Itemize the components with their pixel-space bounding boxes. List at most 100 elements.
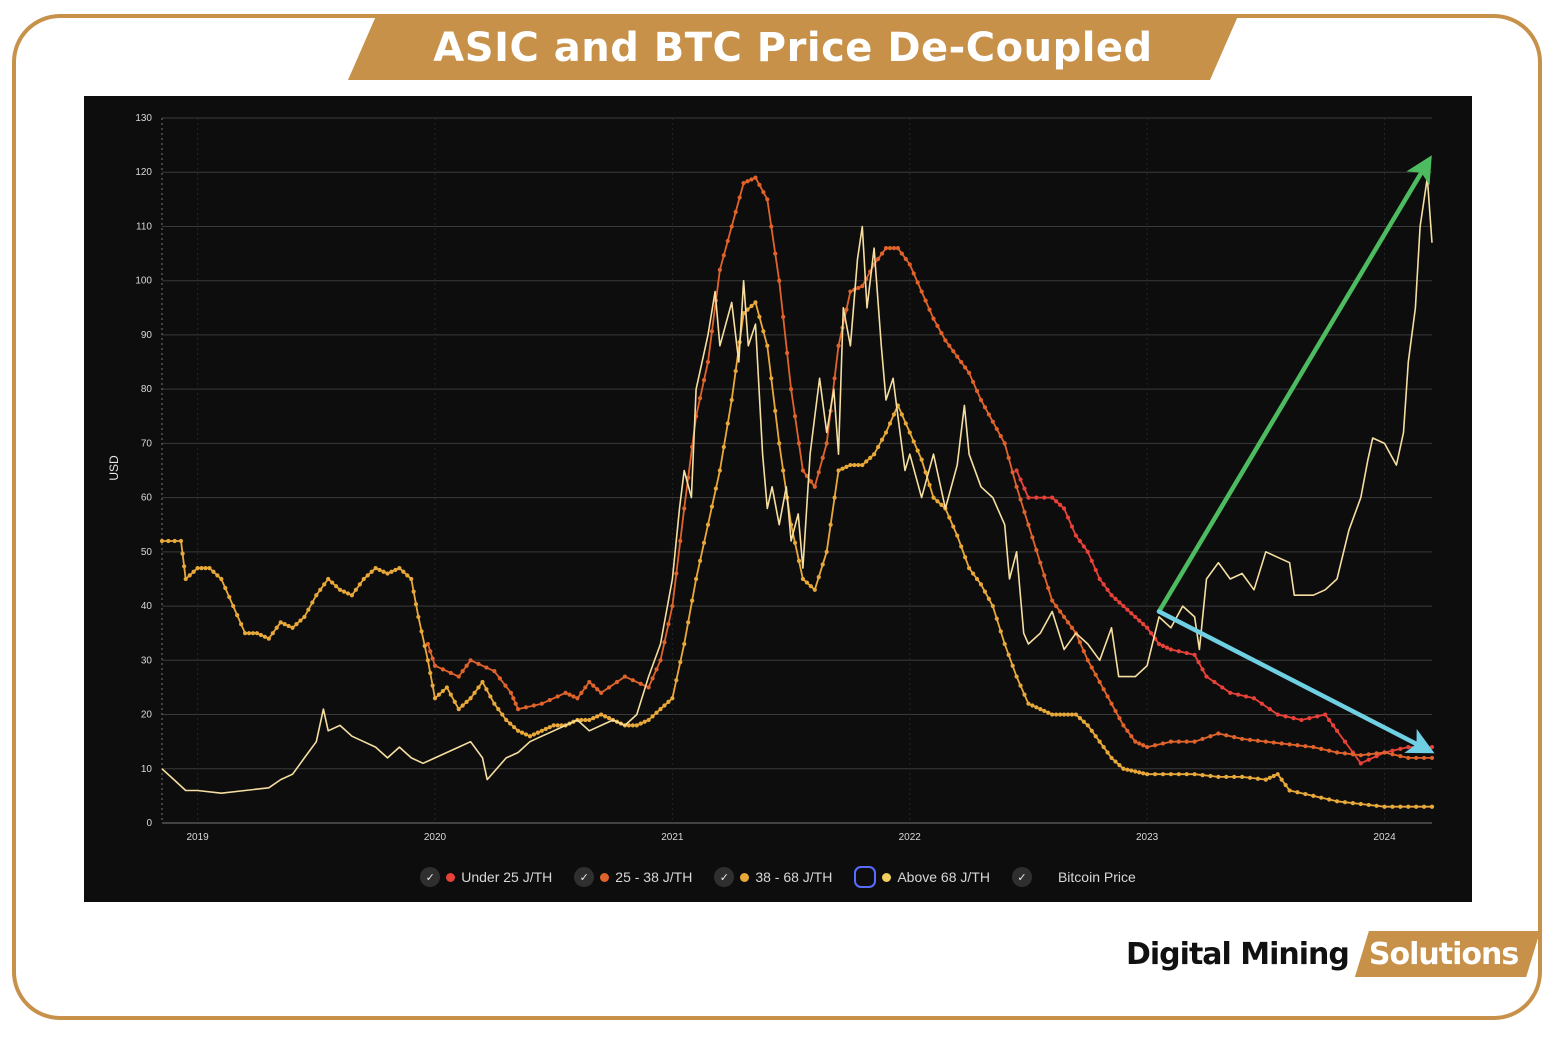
series-point-1 xyxy=(555,694,560,699)
series-point-2 xyxy=(298,618,303,623)
x-tick-label: 2020 xyxy=(424,832,447,843)
series-point-0 xyxy=(1176,649,1181,654)
series-point-2 xyxy=(1390,804,1395,809)
series-point-2 xyxy=(422,643,427,648)
series-point-2 xyxy=(773,408,778,413)
series-point-2 xyxy=(606,716,612,721)
series-point-1 xyxy=(511,696,516,701)
series-point-2 xyxy=(1105,750,1110,755)
check-icon[interactable]: ✓ xyxy=(1011,867,1032,887)
series-point-0 xyxy=(1061,506,1067,511)
series-point-2 xyxy=(697,558,703,563)
series-point-1 xyxy=(1113,708,1118,714)
legend-item-38-68[interactable]: ✓ 38 - 68 J/TH xyxy=(714,866,832,888)
series-point-2 xyxy=(856,462,861,468)
series-point-0 xyxy=(1097,576,1102,582)
series-point-2 xyxy=(381,569,386,574)
series-point-2 xyxy=(828,522,833,527)
series-point-2 xyxy=(512,725,517,730)
series-point-1 xyxy=(1216,731,1221,736)
series-point-1 xyxy=(982,405,988,410)
series-point-2 xyxy=(1117,763,1122,768)
series-point-2 xyxy=(369,569,374,574)
unchecked-box-icon[interactable] xyxy=(854,866,877,888)
series-point-2 xyxy=(753,300,758,305)
check-icon[interactable]: ✓ xyxy=(420,867,441,887)
series-point-2 xyxy=(1034,705,1039,710)
series-point-2 xyxy=(377,567,382,573)
legend-item-under-25[interactable]: ✓ Under 25 J/TH xyxy=(420,866,552,888)
series-point-1 xyxy=(796,441,802,446)
series-point-1 xyxy=(468,658,473,663)
series-point-2 xyxy=(1342,800,1348,805)
series-point-0 xyxy=(1050,495,1055,500)
series-point-2 xyxy=(1398,804,1403,809)
series-point-0 xyxy=(1243,694,1249,699)
series-point-2 xyxy=(365,573,370,578)
series-point-2 xyxy=(725,421,730,426)
legend-item-25-38[interactable]: ✓ 25 - 38 J/TH xyxy=(574,866,692,888)
y-tick-label: 0 xyxy=(146,818,152,829)
series-point-1 xyxy=(1109,701,1114,706)
series-point-2 xyxy=(1038,707,1043,712)
series-point-2 xyxy=(333,584,339,589)
series-point-2 xyxy=(1030,703,1035,708)
series-point-1 xyxy=(1101,687,1106,692)
series-point-1 xyxy=(646,685,651,690)
series-point-2 xyxy=(1022,692,1027,697)
series-point-2 xyxy=(1263,777,1268,782)
series-point-2 xyxy=(1089,728,1094,733)
series-point-2 xyxy=(646,717,651,723)
series-point-0 xyxy=(1125,607,1130,612)
series-point-2 xyxy=(1295,790,1300,795)
series-point-1 xyxy=(513,701,518,706)
series-point-2 xyxy=(270,631,275,636)
series-point-2 xyxy=(1006,652,1011,657)
series-point-2 xyxy=(207,566,212,571)
series-point-1 xyxy=(1224,733,1229,738)
series-point-2 xyxy=(266,636,271,641)
series-point-1 xyxy=(1271,740,1276,745)
title-banner: ASIC and BTC Price De-Coupled xyxy=(348,16,1238,80)
series-point-1 xyxy=(876,256,881,262)
series-point-1 xyxy=(606,685,612,690)
y-tick-label: 70 xyxy=(141,438,153,449)
series-point-1 xyxy=(919,289,924,294)
series-point-1 xyxy=(539,701,544,706)
series-point-2 xyxy=(326,576,331,582)
series-point-2 xyxy=(864,459,869,464)
legend-item-bitcoin-price[interactable]: ✓ Bitcoin Price xyxy=(1011,866,1136,888)
series-point-1 xyxy=(1133,739,1138,744)
legend-dot-icon xyxy=(882,872,892,882)
series-point-2 xyxy=(282,622,287,627)
series-point-0 xyxy=(1212,679,1217,685)
series-point-1 xyxy=(460,669,465,674)
series-point-2 xyxy=(1133,769,1138,774)
series-point-0 xyxy=(1054,499,1059,504)
series-point-2 xyxy=(705,522,711,527)
x-tick-label: 2019 xyxy=(186,832,209,843)
brand-highlight: Solutions xyxy=(1368,936,1519,972)
series-point-2 xyxy=(488,694,493,699)
series-point-0 xyxy=(1196,660,1201,665)
series-point-1 xyxy=(1046,585,1051,591)
series-point-2 xyxy=(539,728,544,733)
check-icon[interactable]: ✓ xyxy=(574,867,595,887)
check-icon[interactable]: ✓ xyxy=(714,867,735,887)
series-point-1 xyxy=(1247,737,1253,742)
series-point-1 xyxy=(1350,752,1355,757)
series-point-1 xyxy=(1018,497,1023,502)
series-point-0 xyxy=(1065,515,1071,520)
series-point-2 xyxy=(416,614,421,620)
legend-item-above-68[interactable]: Above 68 J/TH xyxy=(854,866,990,888)
series-point-2 xyxy=(254,631,260,636)
series-point-2 xyxy=(1275,772,1280,777)
series-point-1 xyxy=(947,343,952,348)
series-point-0 xyxy=(1034,495,1039,500)
y-axis-label: USD xyxy=(107,455,121,481)
annotation-arrow xyxy=(1156,609,1435,754)
series-point-2 xyxy=(990,603,995,609)
series-point-1 xyxy=(994,426,999,432)
y-tick-label: 100 xyxy=(135,276,152,287)
series-point-2 xyxy=(531,732,537,737)
